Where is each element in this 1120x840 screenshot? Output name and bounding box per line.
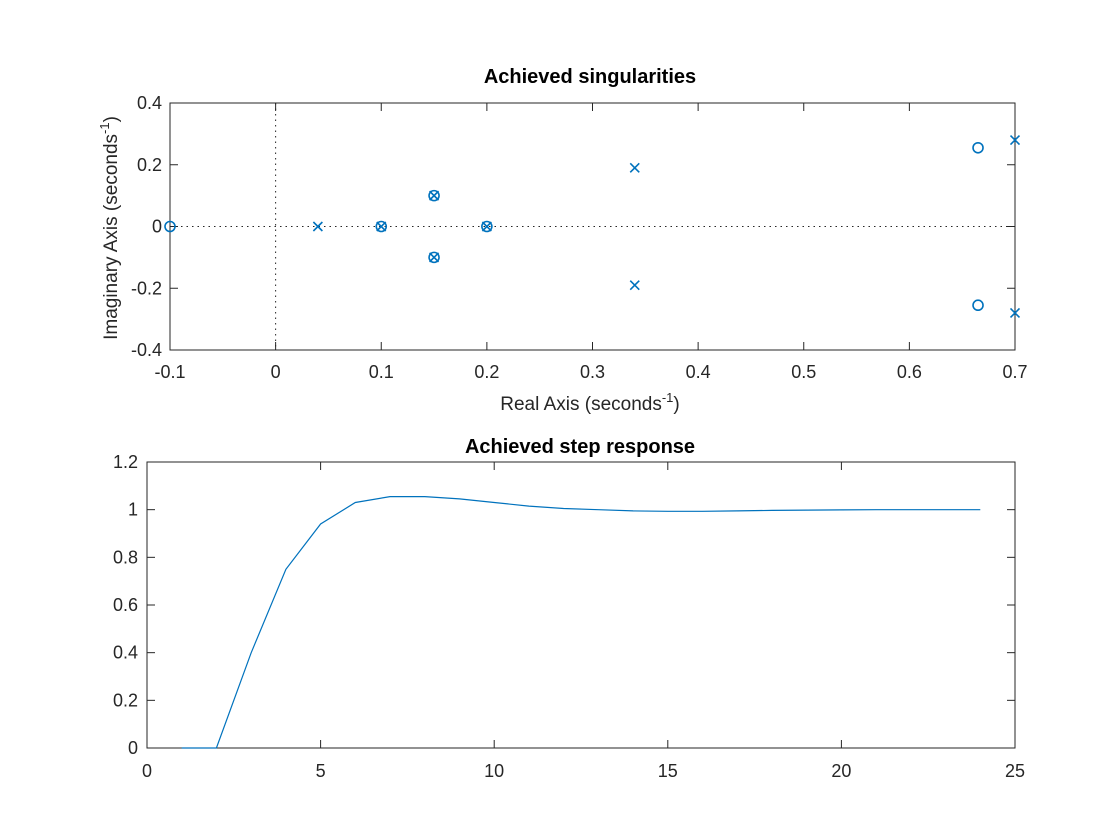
step-y-ticks: 0 0.2 0.4 0.6 0.8 1 1.2 <box>113 452 1015 758</box>
pz-y-tick-label: -0.4 <box>131 340 162 360</box>
pz-x-tick-label: 0.3 <box>580 362 605 382</box>
zero-marker <box>972 141 984 154</box>
zero-marker <box>375 220 388 233</box>
pole-marker <box>481 221 492 232</box>
step-x-tick-label: 0 <box>142 761 152 781</box>
pz-x-label-exponent: -1 <box>662 390 674 405</box>
pz-x-label-close: ) <box>673 394 679 415</box>
pz-y-tick-label: -0.2 <box>131 278 162 298</box>
pz-markers <box>164 134 1021 319</box>
step-y-tick-label: 0.6 <box>113 595 138 615</box>
pz-y-label-text: Imaginary Axis (seconds <box>101 134 122 340</box>
step-line-group <box>181 496 981 749</box>
pz-x-tick-label: 0.4 <box>686 362 711 382</box>
zero-marker <box>428 251 440 264</box>
pz-x-label-text: Real Axis (seconds <box>500 394 662 415</box>
pz-x-tick-label: 0.7 <box>1002 362 1027 382</box>
pz-x-tick-label: 0.5 <box>791 362 816 382</box>
pz-y-tick-label: 0 <box>152 217 162 237</box>
pole-marker <box>312 221 323 232</box>
pz-y-axis-label: Imaginary Axis (seconds-1) <box>97 116 122 340</box>
step-y-tick-label: 0.2 <box>113 690 138 710</box>
step-y-tick-label: 0.8 <box>113 547 138 567</box>
pole-marker <box>1009 134 1021 146</box>
pz-y-label-exponent: -1 <box>97 122 112 134</box>
pole-marker <box>629 162 640 173</box>
step-y-tick-label: 0 <box>128 738 138 758</box>
pz-title: Achieved singularities <box>484 66 696 88</box>
step-x-ticks: 0 5 10 15 20 25 <box>142 462 1025 781</box>
step-response-panel: Achieved step response 0 5 10 15 20 25 0 0.2 0.… <box>113 436 1025 781</box>
pz-x-tick-label: 0.1 <box>369 362 394 382</box>
pz-x-ticks: -0.1 0 0.1 0.2 0.3 0.4 0.5 0.6 0.7 <box>154 103 1028 382</box>
pz-x-tick-label: 0.2 <box>474 362 499 382</box>
step-title: Achieved step response <box>465 436 695 458</box>
step-x-tick-label: 20 <box>831 761 851 781</box>
pz-y-label-close: ) <box>101 116 122 122</box>
step-axes-box <box>146 461 1016 749</box>
pole-marker <box>428 252 440 263</box>
pz-x-tick-label: -0.1 <box>154 362 185 382</box>
step-x-tick-label: 15 <box>658 761 678 781</box>
pz-y-tick-label: 0.2 <box>137 155 162 175</box>
step-x-tick-label: 10 <box>484 761 504 781</box>
pz-y-ticks: -0.4 -0.2 0 0.2 0.4 <box>131 93 1015 360</box>
pz-y-tick-label: 0.4 <box>137 93 162 113</box>
pz-reference-lines <box>170 103 1015 350</box>
pole-marker <box>629 280 640 291</box>
step-x-tick-label: 5 <box>316 761 326 781</box>
pole-marker <box>428 190 440 201</box>
pz-x-tick-label: 0.6 <box>897 362 922 382</box>
zero-marker <box>164 220 176 233</box>
step-response-line <box>181 496 981 749</box>
zero-marker <box>972 299 984 312</box>
pz-x-tick-label: 0 <box>271 362 281 382</box>
pz-x-axis-label: Real Axis (seconds-1) <box>500 390 679 415</box>
pole-zero-panel: Achieved singularities -0.1 0 0.1 0.2 0.3 0.4… <box>97 66 1028 415</box>
pole-marker <box>376 221 387 232</box>
zero-marker <box>428 189 440 202</box>
step-y-tick-label: 0.4 <box>113 643 138 663</box>
step-y-tick-label: 1.2 <box>113 452 138 472</box>
step-x-tick-label: 25 <box>1005 761 1025 781</box>
pole-marker <box>1009 307 1021 319</box>
step-y-tick-label: 1 <box>128 500 138 520</box>
zero-marker <box>481 220 493 233</box>
